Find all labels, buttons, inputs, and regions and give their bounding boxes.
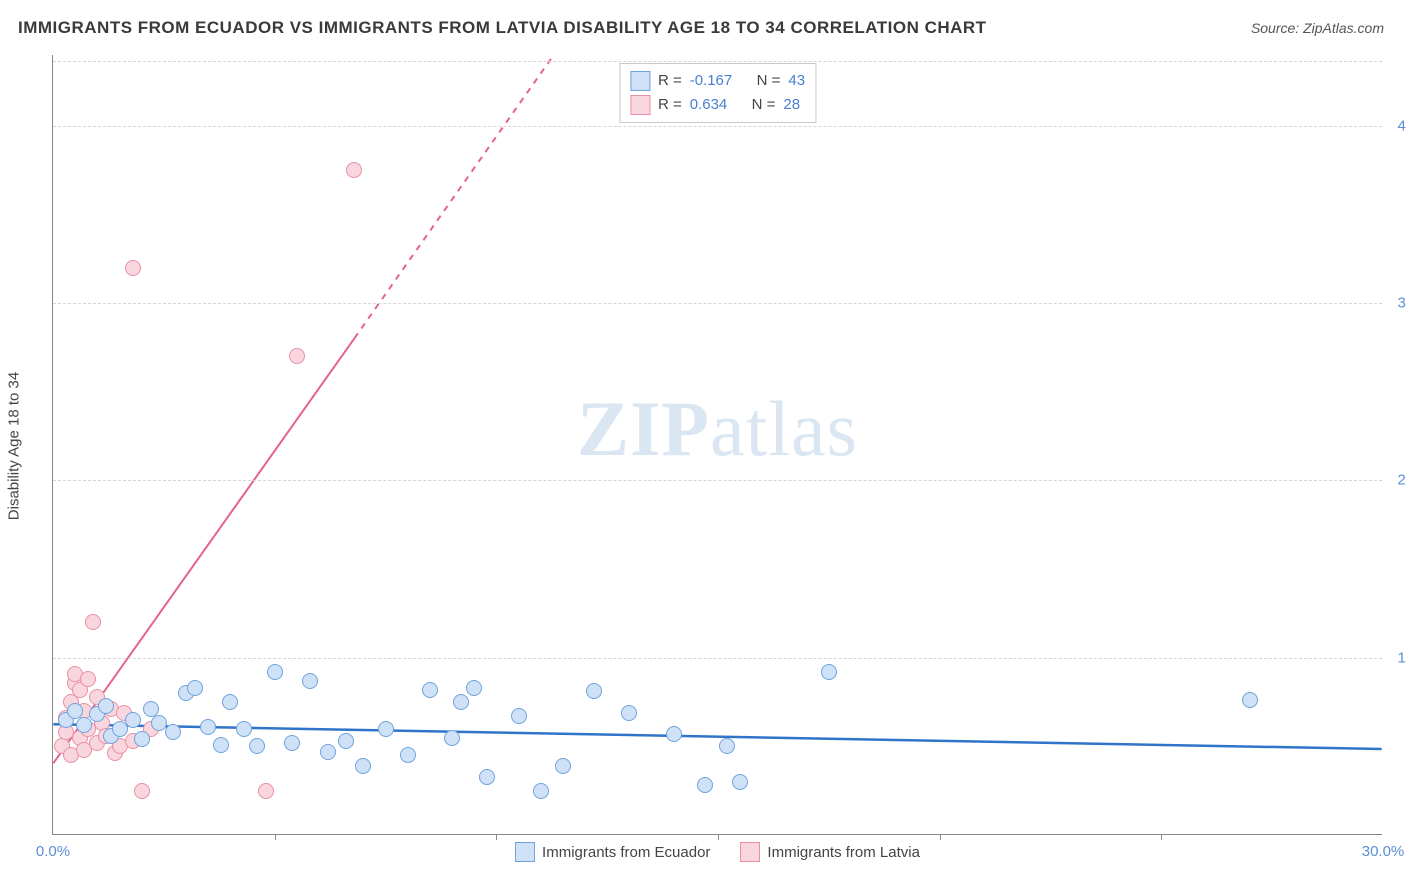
scatter-point: [213, 737, 229, 753]
n-value-ecuador: 43: [788, 69, 805, 93]
scatter-point: [249, 738, 265, 754]
r-value-latvia: 0.634: [690, 93, 728, 117]
x-tick: [496, 834, 497, 840]
x-tick: [1161, 834, 1162, 840]
scatter-point: [586, 683, 602, 699]
scatter-point: [284, 735, 300, 751]
scatter-point: [76, 717, 92, 733]
n-label: N =: [757, 69, 781, 93]
scatter-point: [200, 719, 216, 735]
scatter-point: [338, 733, 354, 749]
scatter-point: [267, 664, 283, 680]
scatter-point: [422, 682, 438, 698]
scatter-point: [355, 758, 371, 774]
scatter-point: [821, 664, 837, 680]
gridline: [53, 480, 1382, 481]
legend-swatch-latvia-icon: [740, 842, 760, 862]
scatter-point: [666, 726, 682, 742]
scatter-point: [346, 162, 362, 178]
scatter-point: [134, 731, 150, 747]
x-tick: [940, 834, 941, 840]
scatter-point: [621, 705, 637, 721]
chart-title: IMMIGRANTS FROM ECUADOR VS IMMIGRANTS FR…: [18, 18, 987, 38]
scatter-point: [80, 671, 96, 687]
scatter-point: [125, 712, 141, 728]
x-tick-label: 0.0%: [36, 843, 70, 860]
scatter-point: [1242, 692, 1258, 708]
plot-area: ZIPatlas R = -0.167 N = 43 R = 0.634 N =…: [52, 55, 1382, 835]
gridline: [53, 61, 1382, 62]
scatter-point: [236, 721, 252, 737]
scatter-point: [378, 721, 394, 737]
scatter-point: [453, 694, 469, 710]
watermark-rest: atlas: [710, 385, 858, 472]
legend-swatch-ecuador-icon: [515, 842, 535, 862]
scatter-point: [466, 680, 482, 696]
y-axis-title: Disability Age 18 to 34: [6, 372, 23, 520]
scatter-point: [85, 614, 101, 630]
scatter-point: [444, 730, 460, 746]
legend-item-ecuador: Immigrants from Ecuador: [515, 842, 710, 862]
scatter-point: [134, 783, 150, 799]
legend-swatch-latvia: [630, 95, 650, 115]
legend-item-latvia: Immigrants from Latvia: [740, 842, 920, 862]
scatter-point: [302, 673, 318, 689]
n-label: N =: [752, 93, 776, 117]
x-tick: [275, 834, 276, 840]
scatter-point: [697, 777, 713, 793]
trend-lines-layer: [53, 55, 1382, 834]
legend-row-latvia: R = 0.634 N = 28: [630, 93, 805, 117]
legend-label-latvia: Immigrants from Latvia: [767, 844, 920, 861]
gridline: [53, 658, 1382, 659]
scatter-point: [289, 348, 305, 364]
scatter-point: [732, 774, 748, 790]
legend-swatch-ecuador: [630, 71, 650, 91]
scatter-point: [187, 680, 203, 696]
source-prefix: Source:: [1251, 20, 1303, 36]
scatter-point: [320, 744, 336, 760]
r-label: R =: [658, 93, 682, 117]
watermark: ZIPatlas: [577, 384, 858, 474]
scatter-point: [719, 738, 735, 754]
correlation-legend: R = -0.167 N = 43 R = 0.634 N = 28: [619, 63, 816, 123]
x-tick: [718, 834, 719, 840]
gridline: [53, 303, 1382, 304]
scatter-point: [400, 747, 416, 763]
scatter-point: [511, 708, 527, 724]
scatter-point: [555, 758, 571, 774]
scatter-point: [533, 783, 549, 799]
series-legend: Immigrants from Ecuador Immigrants from …: [53, 842, 1382, 862]
x-tick-label: 30.0%: [1362, 843, 1405, 860]
scatter-point: [125, 260, 141, 276]
scatter-point: [165, 724, 181, 740]
legend-label-ecuador: Immigrants from Ecuador: [542, 844, 710, 861]
trend-line: [354, 55, 553, 338]
y-tick-label: 40.0%: [1386, 117, 1406, 134]
gridline: [53, 126, 1382, 127]
r-label: R =: [658, 69, 682, 93]
scatter-point: [222, 694, 238, 710]
source-credit: Source: ZipAtlas.com: [1251, 20, 1384, 36]
scatter-point: [98, 698, 114, 714]
legend-row-ecuador: R = -0.167 N = 43: [630, 69, 805, 93]
r-value-ecuador: -0.167: [690, 69, 733, 93]
y-tick-label: 10.0%: [1386, 649, 1406, 666]
watermark-bold: ZIP: [577, 385, 710, 472]
scatter-point: [479, 769, 495, 785]
y-tick-label: 30.0%: [1386, 295, 1406, 312]
scatter-point: [258, 783, 274, 799]
y-tick-label: 20.0%: [1386, 472, 1406, 489]
source-site: ZipAtlas.com: [1303, 20, 1384, 36]
page-root: IMMIGRANTS FROM ECUADOR VS IMMIGRANTS FR…: [0, 0, 1406, 892]
n-value-latvia: 28: [783, 93, 800, 117]
